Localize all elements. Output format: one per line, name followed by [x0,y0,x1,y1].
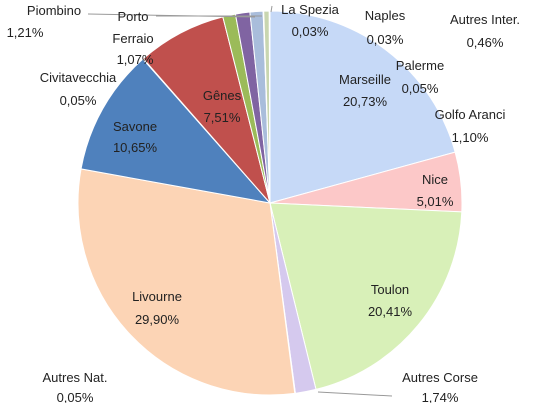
slice-value: 20,73% [342,94,388,109]
slice-value: 20,41% [367,304,413,319]
slice-value: 0,46% [466,35,504,50]
pie-slice [80,58,272,204]
slice-value: 29,90% [134,312,180,327]
slice-value: 0,05% [59,93,97,108]
pie-slice [77,168,296,396]
leader-line [317,391,393,397]
slice-value: 1,07% [116,52,154,67]
slice-name: Autres Nat. [42,370,108,385]
slice-name: Gênes [202,88,242,103]
slice-value: 1,74% [421,390,459,403]
slice-name: Naples [364,8,406,23]
pie-slice [269,202,463,391]
slice-value: 1,21% [6,25,44,40]
slice-name: Nice [421,172,449,187]
slice-name: Autres Corse [402,370,478,385]
leader-line [270,5,273,13]
slice-name: Livourne [132,289,182,304]
slice-value: 7,51% [203,110,241,125]
slice-value: 0,05% [56,390,94,403]
slice-value: 0,03% [366,32,404,47]
slice-value: 10,65% [112,140,158,155]
slice-value: 5,01% [416,194,454,209]
slice-name: Savone [112,119,158,134]
slice-value: 0,03% [291,24,329,39]
slice-name: Golfo Aranci [434,107,506,122]
slice-name: Civitavecchia [39,70,117,85]
slice-name: Toulon [370,282,410,297]
pie-slice [269,10,456,204]
slice-name: Palerme [395,58,445,73]
slice-value: 1,10% [451,130,489,145]
slice-name: Marseille [338,72,392,87]
slice-value: 0,05% [401,81,439,96]
slice-name: Piombino [26,3,82,18]
slice-name: Porto Ferraio [112,9,154,46]
slice-name: Autres Inter. [449,12,521,27]
slice-name: La Spezia [281,2,339,17]
